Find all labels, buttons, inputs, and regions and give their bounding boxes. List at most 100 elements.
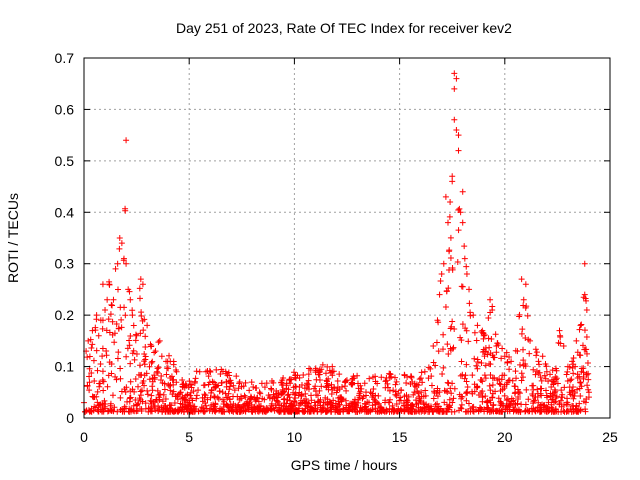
roti-point [439, 346, 446, 353]
roti-point [446, 396, 453, 403]
roti-point [319, 361, 326, 368]
roti-point [166, 382, 173, 389]
roti-point [443, 408, 450, 415]
y-tick-label: 0.3 [55, 256, 75, 272]
roti-point [501, 372, 508, 379]
roti-point [105, 407, 112, 414]
roti-point [114, 355, 121, 362]
roti-point [520, 346, 527, 353]
roti-point [100, 387, 107, 394]
roti-point [328, 384, 335, 391]
roti-point [268, 385, 275, 392]
roti-point [449, 178, 456, 185]
roti-point [564, 395, 571, 402]
roti-point [570, 354, 577, 361]
roti-point [447, 385, 454, 392]
roti-point [409, 408, 416, 415]
roti-point [467, 309, 474, 316]
roti-point [121, 405, 128, 412]
roti-point [116, 235, 123, 241]
roti-point [168, 373, 175, 380]
roti-point [456, 205, 463, 212]
roti-point [564, 378, 571, 385]
roti-point [548, 396, 555, 403]
roti-point [224, 372, 231, 379]
roti-point [555, 339, 562, 346]
roti-point [450, 395, 457, 402]
y-tick-label: 0.2 [55, 307, 75, 323]
axis-ticks: 0 5 10 15 20 25 0 0.1 0.2 0.3 0.4 0.5 0.6 0.7 [55, 50, 618, 445]
roti-point [91, 403, 98, 410]
roti-point [146, 376, 153, 383]
roti-point [126, 337, 133, 344]
roti-point [135, 371, 142, 378]
roti-point [466, 286, 473, 293]
roti-point [336, 401, 343, 408]
roti-point [111, 339, 118, 346]
roti-point [127, 406, 134, 413]
roti-point [149, 387, 156, 394]
roti-point [579, 342, 586, 349]
roti-point [148, 400, 155, 407]
roti-point [351, 400, 358, 407]
roti-point [312, 365, 319, 372]
roti-point [451, 116, 458, 123]
roti-point [129, 312, 136, 319]
roti-point [349, 381, 356, 388]
roti-point [216, 407, 223, 414]
chart-title: Day 251 of 2023, Rate Of TEC Index for r… [176, 20, 512, 36]
roti-point [415, 407, 422, 414]
roti-point [316, 387, 323, 394]
roti-point [459, 321, 466, 328]
roti-point [570, 370, 577, 377]
roti-point [487, 397, 494, 404]
roti-point [582, 399, 589, 406]
roti-point [520, 302, 527, 309]
roti-point [294, 407, 301, 414]
roti-point [236, 380, 243, 387]
roti-point [318, 366, 325, 373]
roti-point [322, 408, 329, 415]
roti-point [252, 398, 259, 405]
roti-point [268, 400, 275, 407]
roti-point [125, 286, 132, 293]
roti-point [285, 391, 292, 398]
roti-point [303, 396, 310, 403]
roti-point [447, 199, 454, 205]
roti-point [112, 373, 119, 380]
roti-point [246, 387, 253, 394]
roti-point [110, 296, 117, 303]
roti-point [583, 346, 590, 353]
roti-point [585, 389, 592, 396]
roti-point [283, 400, 290, 407]
roti-point [564, 401, 571, 408]
roti-point [518, 377, 525, 384]
roti-point [86, 379, 93, 386]
roti-point [526, 350, 533, 357]
roti-point [527, 337, 534, 344]
roti-point [271, 407, 278, 414]
roti-point [533, 352, 540, 359]
roti-point [303, 380, 310, 387]
roti-point [236, 404, 243, 411]
roti-point [212, 384, 219, 391]
roti-point [189, 397, 196, 404]
roti-point [190, 388, 197, 395]
roti-point [312, 383, 319, 390]
roti-point [535, 399, 542, 406]
roti-point [461, 243, 468, 250]
roti-point [148, 343, 155, 349]
roti-point [146, 363, 153, 370]
roti-point [202, 399, 209, 406]
roti-point [436, 389, 443, 396]
roti-point [435, 348, 442, 355]
roti-point [473, 362, 480, 369]
roti-point [298, 382, 305, 389]
roti-point [440, 364, 447, 371]
roti-point [481, 372, 488, 379]
roti-point [568, 376, 575, 383]
roti-point [446, 402, 453, 409]
roti-point [250, 383, 257, 390]
roti-point [269, 395, 276, 402]
roti-point [115, 349, 122, 356]
